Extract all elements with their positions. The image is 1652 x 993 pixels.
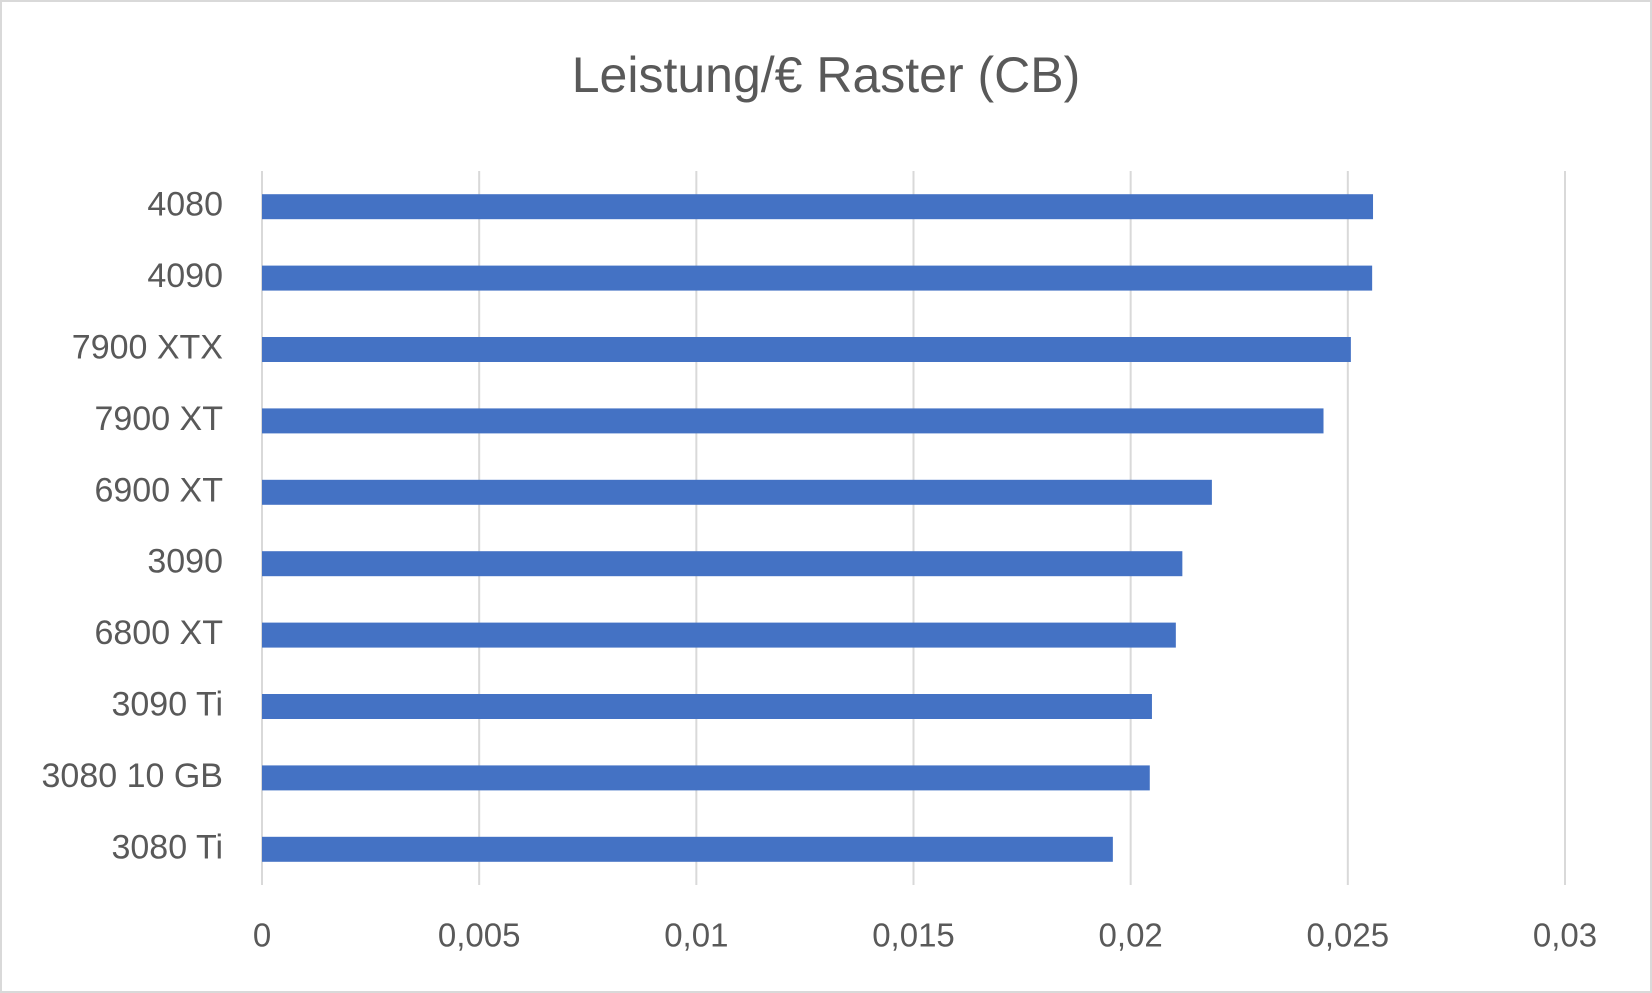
bar [262, 265, 1373, 291]
bar [262, 765, 1150, 791]
bar [262, 694, 1152, 719]
bar [262, 551, 1183, 577]
x-tick-label: 0 [253, 917, 271, 954]
y-tick-label: 3090 Ti [111, 685, 223, 723]
y-tick-label: 7900 XT [94, 400, 223, 438]
bar [262, 622, 1176, 648]
bar [262, 479, 1212, 505]
x-tick-label: 0,025 [1307, 917, 1390, 954]
bar [262, 408, 1324, 434]
x-tick-label: 0,015 [872, 917, 955, 954]
y-tick-label: 3080 Ti [111, 828, 223, 866]
y-tick-label: 6800 XT [94, 614, 223, 652]
x-tick-label: 0,02 [1099, 917, 1163, 954]
bar [262, 836, 1113, 862]
y-tick-label: 4090 [147, 257, 223, 295]
bar [262, 337, 1351, 362]
y-tick-label: 3090 [147, 543, 223, 581]
x-tick-label: 0,005 [438, 917, 521, 954]
bar [262, 194, 1374, 220]
y-tick-label: 6900 XT [94, 471, 223, 509]
chart-title: Leistung/€ Raster (CB) [572, 47, 1081, 103]
y-tick-label: 3080 10 GB [42, 757, 223, 795]
x-tick-label: 0,03 [1533, 917, 1597, 954]
x-tick-label: 0,01 [664, 917, 728, 954]
y-tick-label: 4080 [147, 186, 223, 224]
y-tick-label: 7900 XTX [72, 328, 223, 366]
